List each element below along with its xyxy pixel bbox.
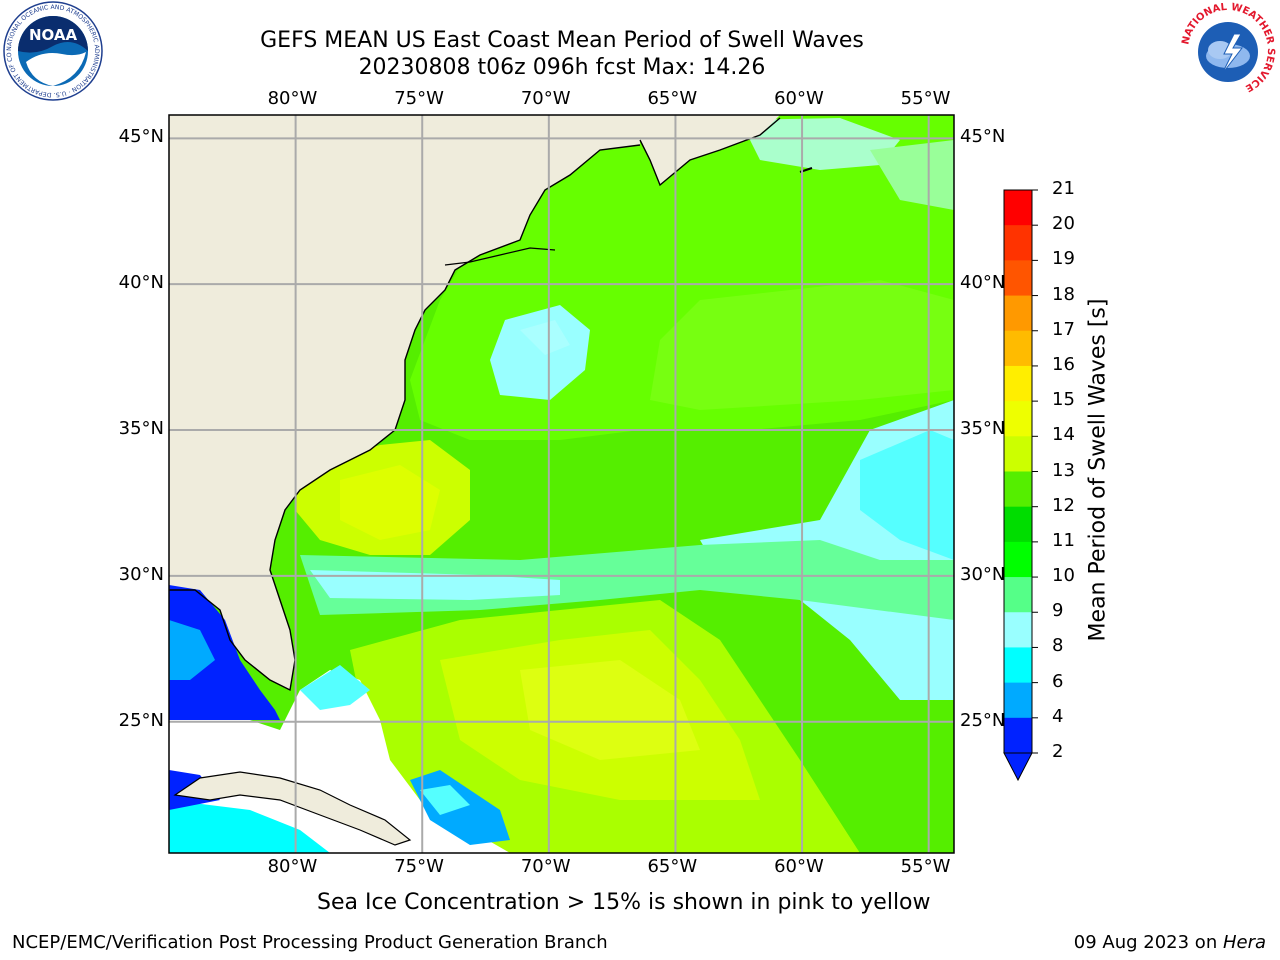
field-region [340, 465, 440, 540]
lon-label-top: 65°W [647, 88, 698, 109]
colorbar-tick-label: 6 [1052, 670, 1064, 692]
gridlines [169, 115, 954, 853]
field-region [420, 785, 470, 815]
colorbar-bin [1004, 647, 1032, 684]
lat-label-right: 35°N [960, 418, 1006, 440]
lon-label-bottom: 55°W [900, 856, 951, 877]
colorbar-tick-label: 12 [1052, 494, 1075, 516]
lat-label-right: 25°N [960, 709, 1006, 731]
lat-label-left: 25°N [118, 709, 164, 731]
lon-label-top: 80°W [267, 88, 318, 109]
field-region [300, 665, 370, 710]
colorbar-extend-min [1003, 752, 1033, 782]
lat-label-left: 45°N [118, 126, 164, 148]
field-region [520, 660, 700, 760]
lon-label-bottom: 70°W [520, 856, 571, 877]
colorbar-tick-label: 9 [1052, 600, 1064, 622]
colorbar-bin [1004, 717, 1032, 754]
lon-label-bottom: 75°W [394, 856, 444, 877]
noaa-logo-text: NOAA [29, 26, 78, 44]
colorbar-bin [1004, 260, 1032, 297]
footer-left: NCEP/EMC/Verification Post Processing Pr… [12, 932, 608, 953]
lat-label-right: 30°N [960, 563, 1006, 585]
colorbar-bin [1004, 436, 1032, 472]
coastline [169, 144, 641, 692]
colorbar-bin [1004, 190, 1032, 226]
lon-label-bottom: 60°W [774, 856, 824, 877]
colorbar-bin [1004, 471, 1032, 508]
noaa-logo: NATIONAL OCEANIC AND ATMOSPHERIC ADMINIS… [2, 0, 103, 101]
lon-label-top: 70°W [520, 88, 571, 109]
nws-logo: NATIONAL WEATHER SERVICE [1180, 2, 1276, 98]
field-region [520, 320, 570, 355]
field-region [740, 118, 900, 170]
map-field [169, 115, 954, 853]
chart-title: GEFS MEAN US East Coast Mean Period of S… [260, 28, 864, 53]
footer-right: 09 Aug 2023 on Hera [1074, 932, 1266, 953]
coastline-long-island [444, 247, 556, 266]
colorbar-bin [1004, 225, 1032, 261]
lon-label-bottom: 80°W [267, 856, 318, 877]
colorbar-bin [1004, 577, 1032, 613]
colorbar-tick-label: 16 [1052, 353, 1075, 375]
colorbar-tick-label: 17 [1052, 318, 1075, 340]
colorbar-tick-label: 11 [1052, 529, 1075, 551]
colorbar-tick-label: 19 [1052, 248, 1075, 270]
sea-ice-note: Sea Ice Concentration > 15% is shown in … [317, 890, 931, 915]
field-region [800, 700, 954, 853]
field-region [169, 620, 215, 680]
colorbar-bin [1004, 506, 1032, 543]
field-region [169, 585, 280, 720]
colorbar-tick-label: 4 [1052, 705, 1064, 727]
field-region [300, 540, 954, 620]
lat-label-left: 35°N [118, 418, 164, 440]
lat-label-right: 45°N [960, 126, 1006, 148]
field-region [870, 140, 954, 210]
colorbar-tick-label: 2 [1052, 741, 1064, 762]
lon-label-top: 55°W [900, 88, 951, 109]
colorbar-bin [1004, 295, 1032, 332]
land-cuba [173, 771, 412, 846]
colorbar-tick-label: 14 [1052, 424, 1075, 446]
field-region [490, 305, 590, 400]
colorbar-tick-label: 8 [1052, 635, 1064, 657]
map-frame [168, 114, 955, 854]
colorbar-tick-label: 10 [1052, 565, 1075, 587]
footer-date: 09 Aug 2023 on [1073, 932, 1223, 953]
colorbar-label: Mean Period of Swell Waves [s] [1085, 298, 1111, 642]
field-region [860, 430, 954, 560]
colorbar-tick-label: 21 [1052, 178, 1075, 199]
footer-machine: Hera [1222, 932, 1266, 953]
lat-label-left: 30°N [118, 563, 164, 585]
lon-label-bottom: 65°W [647, 856, 698, 877]
coastline [639, 117, 781, 187]
land [169, 115, 640, 690]
colorbar-bin [1004, 541, 1032, 578]
colorbar-tick-label: 13 [1052, 459, 1075, 481]
chart-subtitle: 20230808 t06z 096h fcst Max: 14.26 [358, 55, 766, 80]
colorbar-bin [1004, 612, 1032, 648]
colorbar-tick-label: 15 [1052, 389, 1075, 411]
colorbar [1003, 189, 1038, 782]
lon-label-top: 75°W [394, 88, 444, 109]
lat-label-right: 40°N [960, 272, 1006, 294]
colorbar-bin [1004, 365, 1032, 402]
colorbar-bin [1004, 330, 1032, 367]
lat-label-left: 40°N [118, 272, 164, 294]
field-region [310, 570, 560, 600]
lon-label-top: 60°W [774, 88, 824, 109]
colorbar-tick-label: 20 [1052, 213, 1075, 235]
field-region [169, 800, 330, 853]
colorbar-bin [1004, 401, 1032, 437]
colorbar-bin [1004, 682, 1032, 719]
colorbar-tick-label: 18 [1052, 283, 1075, 305]
